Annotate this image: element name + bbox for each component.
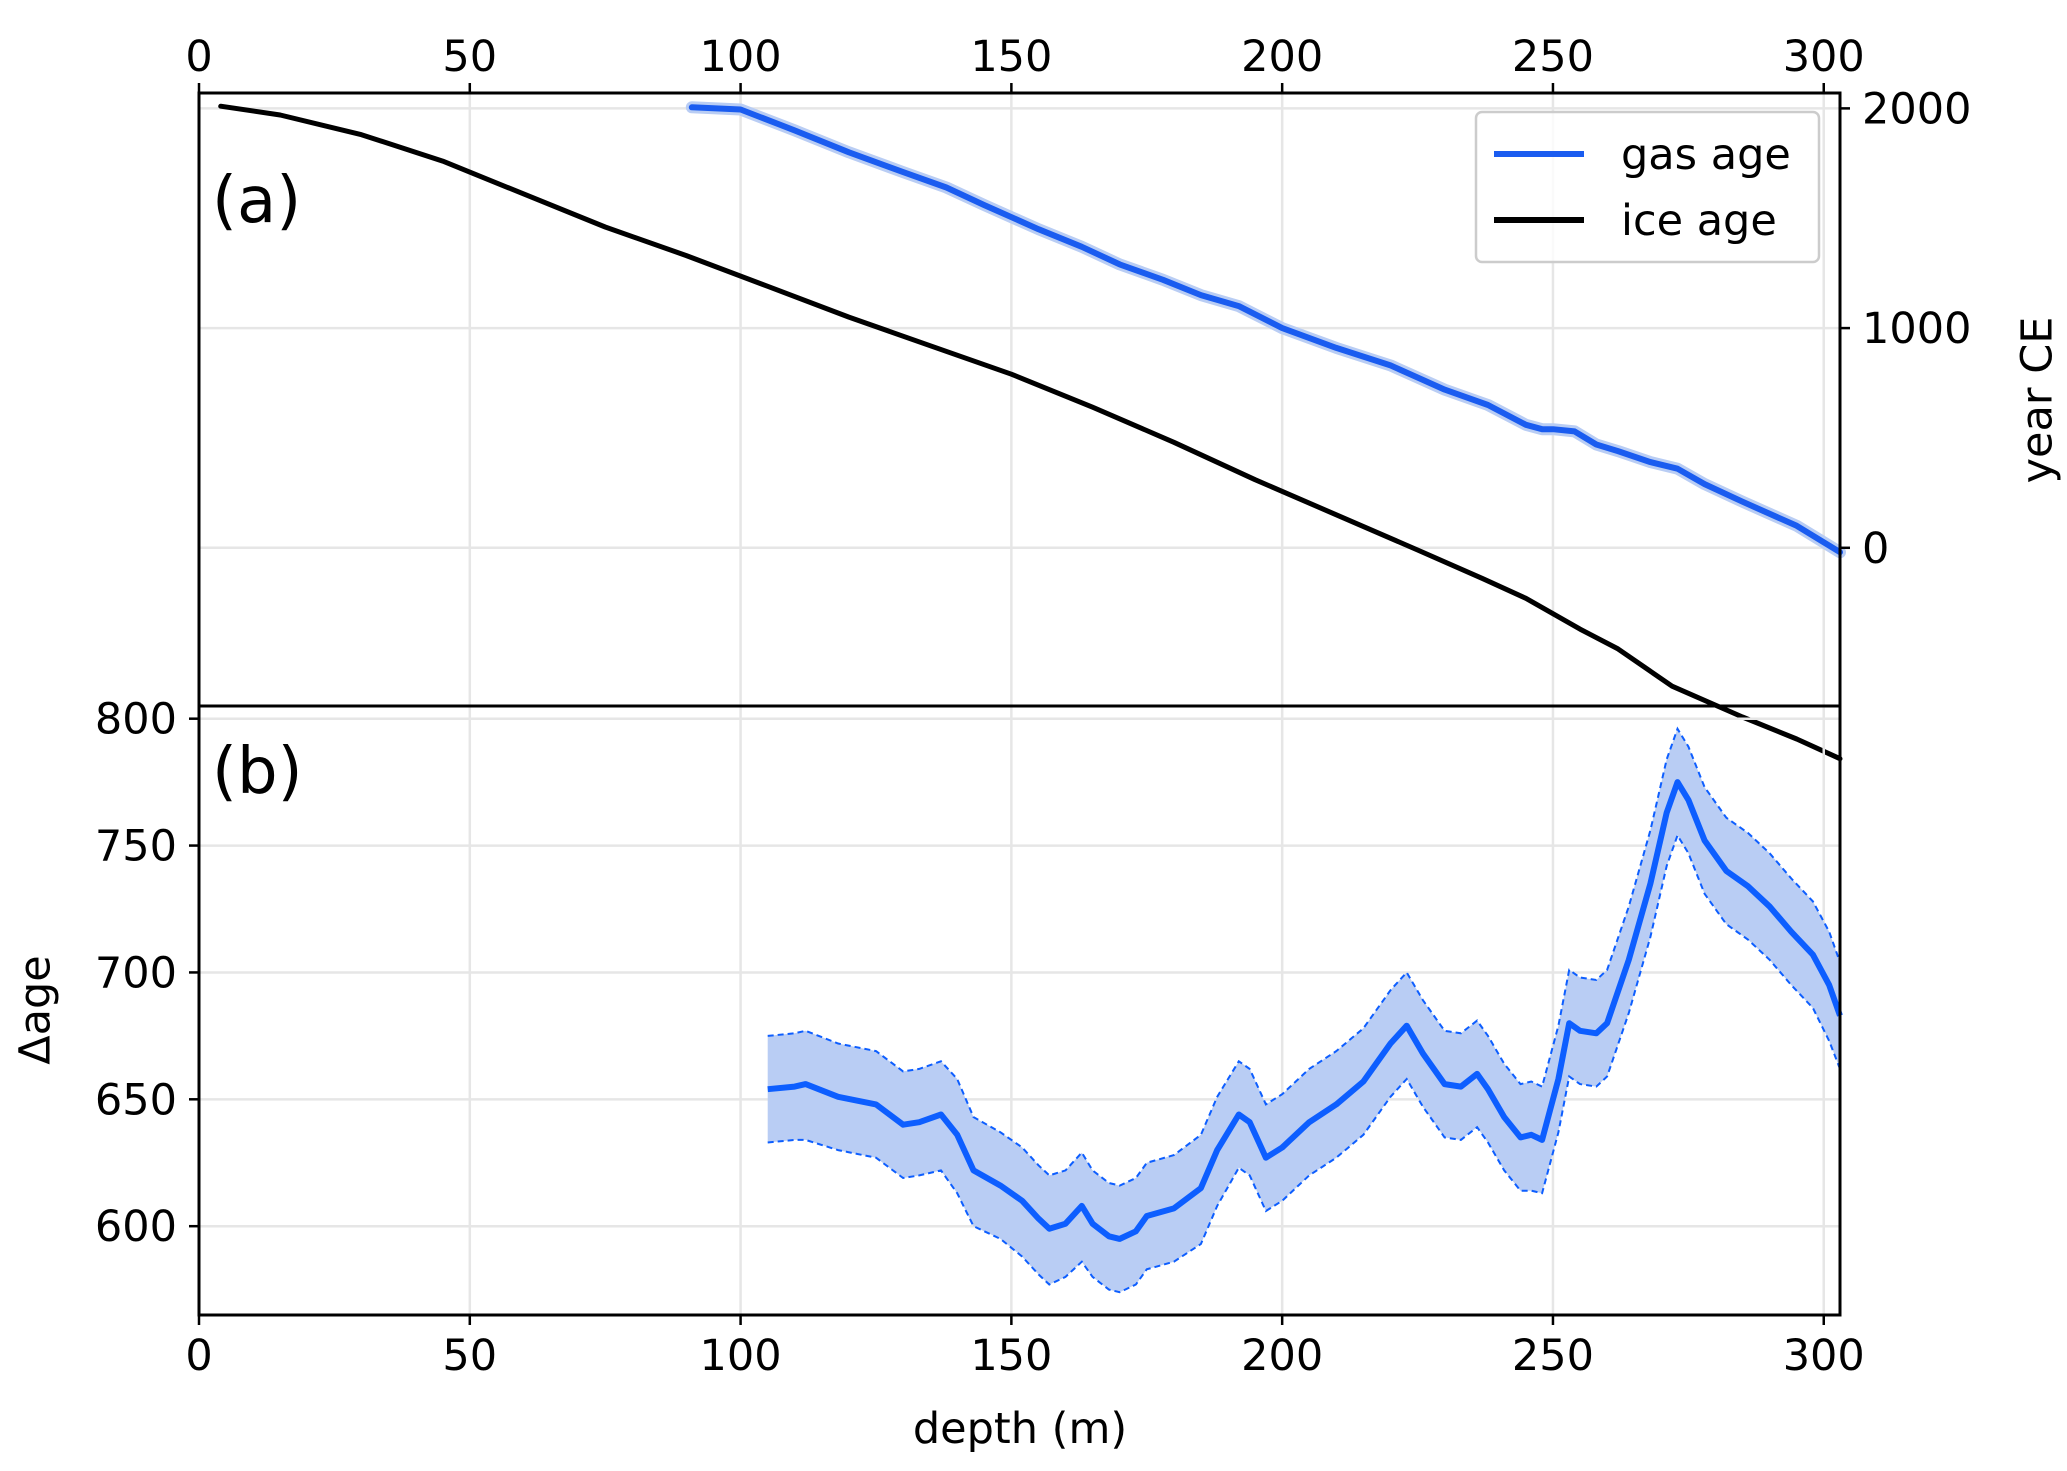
panel-b-x-tick-label-0: 0 xyxy=(185,1331,212,1381)
x-axis-label: depth (m) xyxy=(913,1404,1127,1454)
panel-a-x-tick-label-0: 0 xyxy=(185,32,212,82)
panel-a-y-tick-label-2000: 2000 xyxy=(1862,84,1971,134)
panel-a-label: (a) xyxy=(212,164,301,238)
panel-a-ticks: 0 50 100 150 200 250 300 0 1000 2000 xyxy=(185,32,1971,574)
delta-age-lower-bound xyxy=(767,833,1841,1294)
panel-b-series xyxy=(767,726,1843,1294)
panel-a-x-tick-label-300: 300 xyxy=(1783,32,1865,82)
panel-b-x-tick-label-100: 100 xyxy=(700,1331,782,1381)
panel-b-x-tick-label-300: 300 xyxy=(1783,1331,1865,1381)
panel-b-x-tick-label-250: 250 xyxy=(1512,1331,1594,1381)
panel-b-y-axis-label: Δage xyxy=(11,955,61,1065)
panel-b-ticks: 0 50 100 150 200 250 300 600 650 700 750 800 xyxy=(95,695,1865,1381)
ice-age-line xyxy=(218,103,1843,762)
panel-b: 0 50 100 150 200 250 300 600 650 700 750 800 (b) Δa… xyxy=(11,695,1865,1454)
panel-a-x-tick-label-50: 50 xyxy=(442,32,497,82)
panel-b-y-tick-label-800: 800 xyxy=(95,695,177,745)
panel-b-x-tick-label-200: 200 xyxy=(1241,1331,1323,1381)
panel-b-y-tick-label-750: 750 xyxy=(95,822,177,872)
legend-label-ice-age: ice age xyxy=(1621,196,1777,246)
panel-b-frame xyxy=(197,704,1842,1317)
panel-a-x-tick-label-150: 150 xyxy=(970,32,1052,82)
legend-box xyxy=(1474,110,1821,264)
panel-b-x-tick-label-50: 50 xyxy=(442,1331,497,1381)
panel-a-series xyxy=(218,101,1846,762)
panel-a-x-tick-label-250: 250 xyxy=(1512,32,1594,82)
panel-a-y-tick-label-1000: 1000 xyxy=(1862,304,1971,354)
panel-b-y-tick-label-700: 700 xyxy=(95,948,177,998)
delta-age-line xyxy=(767,779,1843,1242)
panel-a-y-tick-label-0: 0 xyxy=(1862,524,1889,574)
delta-age-uncertainty-band xyxy=(767,728,1841,1293)
panel-b-x-tick-label-150: 150 xyxy=(970,1331,1052,1381)
panel-a-x-tick-label-100: 100 xyxy=(700,32,782,82)
legend: gas age ice age xyxy=(1474,110,1821,264)
panel-a-y-axis-label: year CE xyxy=(2013,317,2063,484)
panel-b-y-tick-label-600: 600 xyxy=(95,1202,177,1252)
panel-b-y-tick-label-650: 650 xyxy=(95,1075,177,1125)
legend-label-gas-age: gas age xyxy=(1621,130,1791,180)
panel-a-x-tick-label-200: 200 xyxy=(1241,32,1323,82)
delta-age-upper-bound xyxy=(767,726,1841,1187)
panel-b-label: (b) xyxy=(212,735,303,809)
gas-age-line xyxy=(688,104,1843,556)
